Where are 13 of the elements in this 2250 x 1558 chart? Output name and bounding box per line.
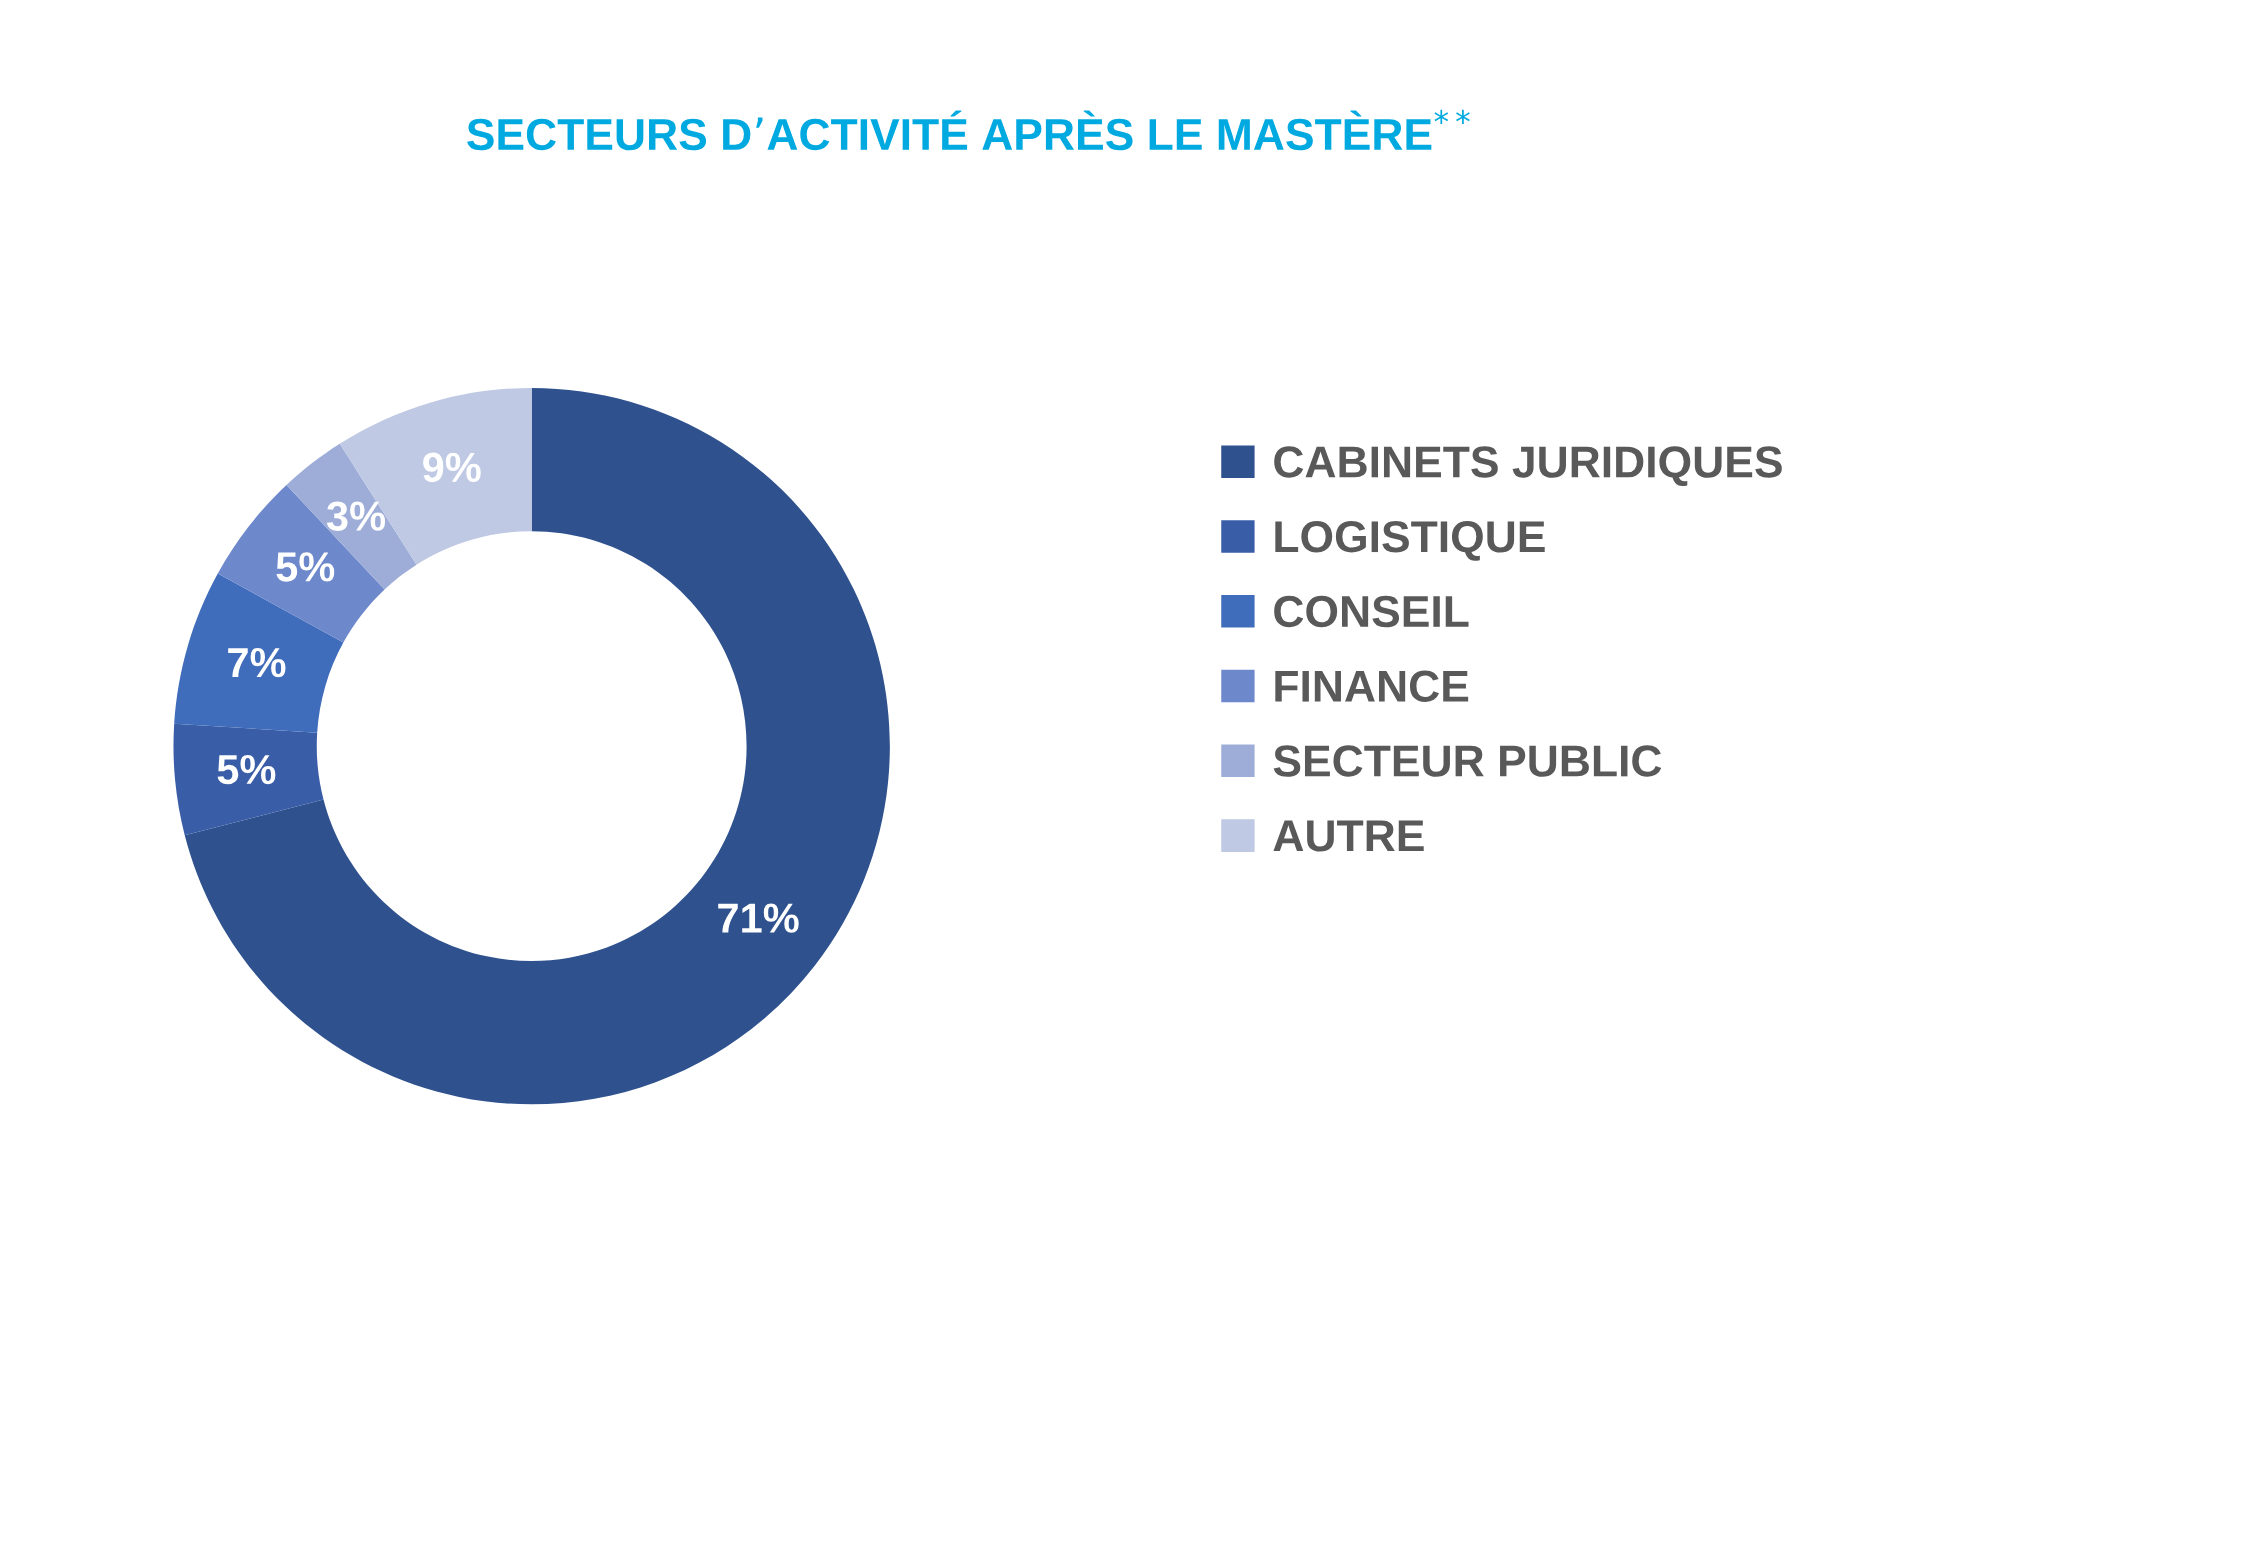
legend-label: CONSEIL xyxy=(1274,595,1469,628)
data-label: 9% xyxy=(423,452,481,483)
data-label: 5% xyxy=(276,552,335,582)
data-label: 7% xyxy=(228,647,286,678)
legend-label: LOGISTIQUE xyxy=(1275,521,1545,561)
legend-label: AUTRE xyxy=(1273,820,1424,852)
chart-title: SECTEURS D’ACTIVITÉ APRÈS LE MASTÈRE$^{**}$ xyxy=(467,109,1470,151)
legend-label: SECTEUR PUBLIC xyxy=(1273,745,1662,777)
legend-label: FINANCE xyxy=(1275,670,1469,703)
data-label: 71% xyxy=(718,903,799,933)
data-label: 3% xyxy=(326,501,386,531)
legend-label: CABINETS JURIDIQUES xyxy=(1274,446,1782,487)
data-label: 5% xyxy=(217,754,276,785)
